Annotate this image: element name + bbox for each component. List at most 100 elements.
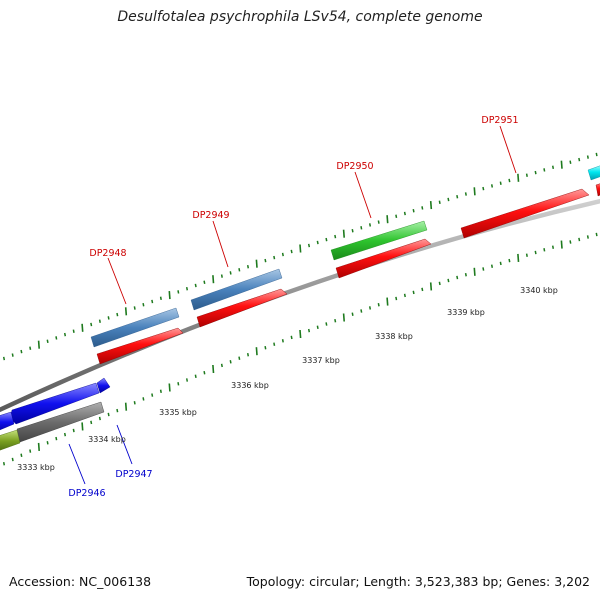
lower-track-minor-tick [238, 356, 241, 360]
scale-label-3336: 3336 kbp [231, 381, 269, 390]
lower-track-minor-tick [377, 302, 380, 307]
lower-track-major-tick [81, 422, 84, 431]
gene-dp2948-forward-arrow[interactable] [96, 327, 184, 365]
upper-track-minor-tick [325, 237, 328, 242]
upper-track-minor-tick [508, 178, 511, 183]
upper-track-minor-tick [29, 346, 32, 350]
upper-track-minor-tick [264, 258, 267, 263]
lower-track-minor-tick [508, 258, 511, 263]
upper-track-minor-tick [151, 299, 154, 304]
lower-track-major-tick [429, 282, 433, 291]
lower-track-major-tick [473, 267, 476, 276]
upper-track-minor-tick [98, 319, 101, 323]
lower-track-minor-tick [116, 408, 119, 413]
upper-track-minor-tick [20, 349, 23, 354]
gene-next-cyan-bar[interactable] [587, 164, 600, 181]
gene-dp2949-forward-arrow[interactable] [196, 288, 288, 328]
scale-label-3338: 3338 kbp [375, 332, 413, 341]
lower-track-minor-tick [72, 428, 75, 433]
gene-grey-bar[interactable] [16, 401, 105, 443]
scale-label-3334: 3334 kbp [88, 435, 126, 444]
lower-track-minor-tick [55, 436, 58, 441]
lower-track-major-tick [299, 329, 302, 339]
upper-tick-track [2, 152, 598, 361]
upper-track-minor-tick [55, 336, 58, 340]
lower-track-minor-tick [203, 370, 206, 375]
upper-track-minor-tick [246, 264, 250, 269]
lower-track-minor-tick [11, 457, 14, 462]
lower-track-minor-tick [159, 389, 162, 394]
lower-track-minor-tick [360, 309, 363, 313]
upper-track-minor-tick [90, 322, 93, 327]
gene-label-dp2951: DP2951 [481, 115, 518, 126]
gene-dp2950-green-bar[interactable] [330, 220, 428, 261]
lower-track-minor-tick [395, 296, 398, 301]
scale-label-3333: 3333 kbp [17, 463, 55, 472]
upper-track-minor-tick [395, 214, 398, 219]
upper-track-minor-tick [482, 186, 485, 191]
gene-dp2948-steelblue-bar[interactable] [90, 307, 180, 348]
genome-summary-text: Topology: circular; Length: 3,523,383 bp… [246, 574, 590, 589]
scale-label-3337: 3337 kbp [302, 356, 340, 365]
gene-label-dp2949: DP2949 [192, 210, 229, 221]
lower-track-minor-tick [229, 360, 232, 364]
upper-track-minor-tick [464, 192, 467, 196]
leader-dp2949 [212, 220, 229, 268]
lower-track-minor-tick [20, 453, 23, 458]
gene-dp2951-forward-arrow[interactable] [460, 188, 590, 239]
upper-track-minor-tick [334, 234, 337, 239]
lower-track-major-tick [560, 240, 563, 249]
lower-track-major-tick [342, 313, 345, 322]
lower-track-major-tick [37, 442, 40, 451]
lower-track-minor-tick [98, 416, 101, 421]
lower-tick-track [2, 232, 598, 466]
upper-track-major-tick [473, 187, 476, 196]
upper-track-minor-tick [307, 243, 311, 248]
lower-track-minor-tick [464, 272, 467, 277]
upper-track-minor-tick [595, 152, 598, 157]
lower-track-minor-tick [63, 432, 67, 437]
upper-track-minor-tick [543, 168, 546, 172]
upper-track-minor-tick [578, 157, 581, 162]
upper-track-major-tick [255, 259, 258, 268]
upper-track-minor-tick [229, 271, 232, 275]
lower-track-major-tick [124, 402, 128, 411]
lower-track-minor-tick [194, 374, 197, 379]
upper-track-major-tick [342, 229, 345, 238]
lower-track-minor-tick [246, 352, 250, 357]
upper-track-minor-tick [534, 170, 537, 175]
lower-track-minor-tick [90, 420, 93, 425]
gene-dp2947-reverse-arrow[interactable] [96, 377, 111, 394]
upper-track-minor-tick [586, 155, 589, 159]
upper-track-minor-tick [499, 181, 502, 185]
lower-track-minor-tick [290, 335, 293, 340]
upper-track-minor-tick [133, 306, 136, 310]
upper-track-minor-tick [177, 290, 180, 294]
gene-label-dp2947: DP2947 [115, 469, 152, 480]
upper-track-minor-tick [63, 332, 67, 337]
gene-dp2946-reverse-arrow-tail[interactable] [0, 411, 15, 432]
upper-track-minor-tick [412, 208, 415, 213]
scale-label-3335: 3335 kbp [159, 408, 197, 417]
accession-text: Accession: NC_006138 [9, 574, 152, 589]
upper-track-minor-tick [525, 173, 528, 177]
upper-track-major-tick [386, 215, 389, 224]
lower-track-minor-tick [273, 342, 276, 346]
scale-label-3340: 3340 kbp [520, 286, 558, 295]
upper-track-minor-tick [290, 249, 293, 254]
lower-track-minor-tick [151, 393, 154, 397]
leader-dp2948 [107, 257, 127, 305]
gene-next-forward-arrow[interactable] [595, 182, 600, 197]
upper-track-minor-tick [273, 255, 276, 260]
upper-track-minor-tick [368, 223, 372, 227]
lower-track-major-tick [212, 364, 215, 374]
gene-olive-bar[interactable] [0, 429, 21, 452]
upper-track-minor-tick [159, 296, 162, 301]
gene-dp2949-steelblue-bar[interactable] [190, 268, 283, 311]
upper-track-major-tick [299, 244, 302, 253]
upper-track-minor-tick [351, 228, 354, 233]
lower-track-minor-tick [2, 461, 6, 466]
gene-dp2950-forward-arrow[interactable] [335, 238, 432, 279]
lower-track-minor-tick [569, 240, 572, 244]
